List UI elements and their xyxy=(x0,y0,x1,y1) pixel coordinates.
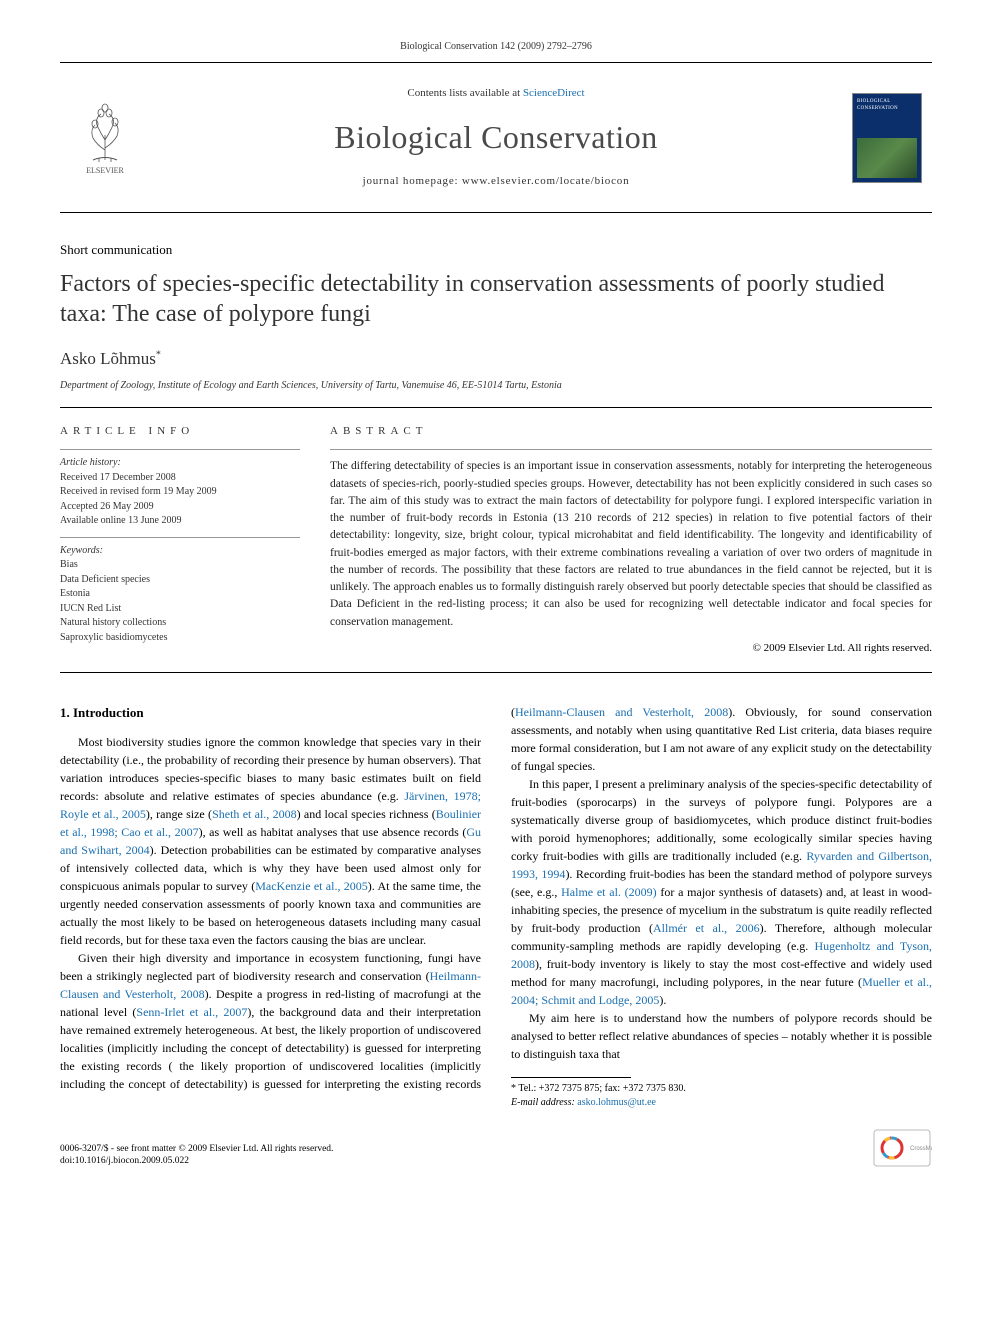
contents-prefix: Contents lists available at xyxy=(407,87,522,99)
body-paragraph: My aim here is to understand how the num… xyxy=(511,1009,932,1063)
email-link[interactable]: asko.lohmus@ut.ee xyxy=(577,1097,656,1108)
history-received: Received 17 December 2008 xyxy=(60,471,300,486)
citation-link[interactable]: Halme et al. (2009) xyxy=(561,885,657,899)
journal-name: Biological Conservation xyxy=(150,115,842,160)
keyword: IUCN Red List xyxy=(60,602,300,617)
history-label: Article history: xyxy=(60,456,300,471)
abstract-text: The differing detectability of species i… xyxy=(330,458,932,631)
author: Asko Lõhmus* xyxy=(60,347,932,371)
citation-link[interactable]: Senn-Irlet et al., 2007 xyxy=(136,1005,247,1019)
abstract-heading: ABSTRACT xyxy=(330,424,932,439)
keyword: Bias xyxy=(60,558,300,573)
body-paragraph: Most biodiversity studies ignore the com… xyxy=(60,733,481,949)
masthead: ELSEVIER Contents lists available at Sci… xyxy=(60,63,932,213)
publisher-logo: ELSEVIER xyxy=(60,100,150,175)
info-rule xyxy=(60,449,300,450)
keyword: Saproxylic basidiomycetes xyxy=(60,631,300,646)
sciencedirect-link[interactable]: ScienceDirect xyxy=(523,87,585,99)
affiliation: Department of Zoology, Institute of Ecol… xyxy=(60,379,932,393)
elsevier-tree-icon: ELSEVIER xyxy=(75,100,135,175)
footnote-separator xyxy=(511,1077,631,1078)
article-title: Factors of species-specific detectabilit… xyxy=(60,269,932,329)
publisher-name: ELSEVIER xyxy=(86,166,124,175)
svg-text:CrossMark: CrossMark xyxy=(910,1146,932,1152)
contents-list-line: Contents lists available at ScienceDirec… xyxy=(150,86,842,101)
journal-cover-thumb: BIOLOGICAL CONSERVATION xyxy=(852,93,922,183)
crossmark-icon: CrossMark xyxy=(872,1128,932,1168)
homepage-url: www.elsevier.com/locate/biocon xyxy=(462,175,629,187)
history-online: Available online 13 June 2009 xyxy=(60,514,300,529)
page-footer: 0006-3207/$ - see front matter © 2009 El… xyxy=(60,1128,932,1168)
info-divider xyxy=(60,537,300,538)
article-history: Article history: Received 17 December 20… xyxy=(60,456,300,645)
body-text: ). xyxy=(659,993,666,1007)
corresponding-author: * Tel.: +372 7375 875; fax: +372 7375 83… xyxy=(511,1082,932,1096)
journal-homepage: journal homepage: www.elsevier.com/locat… xyxy=(150,174,842,189)
author-name: Asko Lõhmus xyxy=(60,349,156,368)
homepage-prefix: journal homepage: xyxy=(363,175,462,187)
front-matter-line: 0006-3207/$ - see front matter © 2009 El… xyxy=(60,1143,333,1156)
history-revised: Received in revised form 19 May 2009 xyxy=(60,485,300,500)
keyword: Natural history collections xyxy=(60,616,300,631)
footnotes: * Tel.: +372 7375 875; fax: +372 7375 83… xyxy=(511,1082,932,1110)
keyword: Estonia xyxy=(60,587,300,602)
body-columns: 1. Introduction Most biodiversity studie… xyxy=(60,703,932,1110)
body-paragraph: In this paper, I present a preliminary a… xyxy=(511,775,932,1009)
doi-line: doi:10.1016/j.biocon.2009.05.022 xyxy=(60,1155,333,1168)
cover-label: BIOLOGICAL CONSERVATION xyxy=(857,98,917,112)
rule-below-abstract xyxy=(60,672,932,673)
keywords-label: Keywords: xyxy=(60,544,300,559)
cover-image xyxy=(857,138,917,178)
article-info-heading: ARTICLE INFO xyxy=(60,424,300,439)
running-head: Biological Conservation 142 (2009) 2792–… xyxy=(60,40,932,54)
body-text: ), range size ( xyxy=(146,807,212,821)
author-marker: * xyxy=(156,350,161,361)
history-accepted: Accepted 26 May 2009 xyxy=(60,500,300,515)
section-heading: 1. Introduction xyxy=(60,703,481,723)
body-text: ), as well as habitat analyses that use … xyxy=(199,825,467,839)
keyword: Data Deficient species xyxy=(60,573,300,588)
email-label: E-mail address: xyxy=(511,1097,575,1108)
citation-link[interactable]: Sheth et al., 2008 xyxy=(212,807,297,821)
article-type: Short communication xyxy=(60,241,932,259)
citation-link[interactable]: MacKenzie et al., 2005 xyxy=(255,879,368,893)
citation-link[interactable]: Allmér et al., 2006 xyxy=(653,921,760,935)
citation-link[interactable]: Heilmann-Clausen and Vesterholt, 2008 xyxy=(515,705,728,719)
abstract-rule xyxy=(330,449,932,450)
body-text: ) and local species richness ( xyxy=(297,807,436,821)
body-text: Given their high diversity and importanc… xyxy=(60,951,481,983)
copyright: © 2009 Elsevier Ltd. All rights reserved… xyxy=(330,641,932,656)
